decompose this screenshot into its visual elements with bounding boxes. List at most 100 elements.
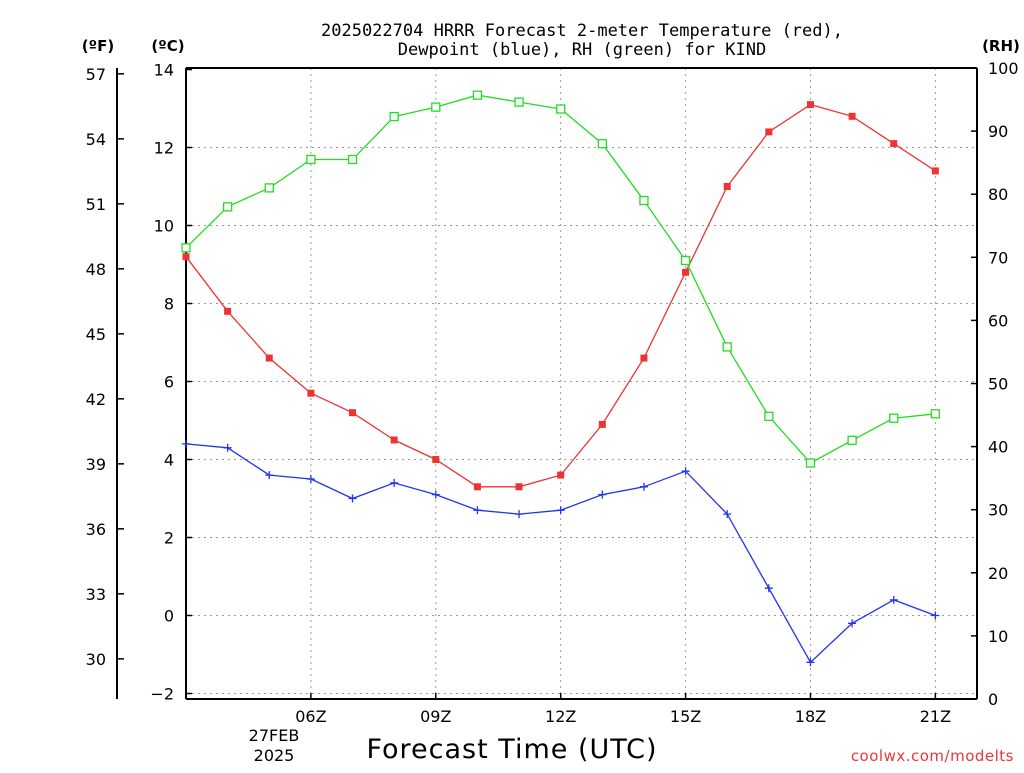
fahrenheit-tick-label: 42	[86, 390, 106, 409]
temperature-point	[557, 471, 565, 479]
rh-point	[764, 411, 774, 421]
x-date-label-year: 2025	[254, 746, 295, 765]
credit-text: coolwx.com/modelts	[851, 747, 1014, 765]
celsius-tick-label: 2	[164, 529, 174, 548]
dewpoint-point	[931, 611, 940, 620]
x-tick-label: 12Z	[545, 707, 576, 726]
chart-title-line2: Dewpoint (blue), RH (green) for KIND	[398, 40, 766, 60]
rh-point	[847, 435, 857, 445]
temperature-point	[598, 420, 606, 428]
rh-point	[472, 90, 483, 100]
rh-point	[264, 183, 274, 193]
celsius-tick-label: −2	[150, 685, 174, 704]
rh-tick-label: 100	[988, 59, 1019, 78]
celsius-tick-label: 12	[154, 139, 174, 158]
fahrenheit-tick-label: 36	[86, 520, 106, 539]
temperature-point	[765, 128, 773, 136]
plot-layer: 30 33 36 39 42 45 48 51 54 57 −2 0 2 4 6 8 10 12 14 0 10 20 30…	[86, 59, 1019, 726]
rh-point	[805, 458, 816, 468]
temperature-point	[432, 456, 440, 463]
rh-tick-label: 40	[988, 438, 1008, 457]
temperature-point	[307, 389, 315, 397]
rh-point	[556, 104, 566, 114]
temperature-point	[224, 307, 232, 315]
rh-point	[639, 195, 649, 206]
rh-point	[514, 97, 524, 107]
rh-tick-label: 30	[988, 501, 1008, 520]
temperature-point	[473, 483, 481, 491]
rh-point	[680, 255, 691, 266]
rh-point	[597, 139, 607, 149]
rh-tick-label: 70	[988, 248, 1008, 267]
celsius-tick-label: 8	[164, 295, 174, 314]
fahrenheit-tick-label: 48	[86, 260, 106, 279]
rh-tick-label: 20	[988, 564, 1008, 583]
fahrenheit-tick-label: 45	[86, 325, 106, 344]
temperature-point	[515, 483, 523, 491]
fahrenheit-tick-label: 39	[86, 455, 106, 474]
dewpoint-point	[639, 482, 648, 491]
fahrenheit-tick-label: 51	[86, 195, 106, 214]
temperature-point	[931, 167, 939, 175]
dewpoint-point	[182, 439, 190, 448]
celsius-tick-label: 14	[154, 61, 174, 80]
dewpoint-point	[681, 467, 690, 476]
dewpoint-point	[848, 619, 857, 628]
temperature-point	[640, 354, 648, 362]
x-tick-label: 18Z	[795, 707, 826, 726]
dewpoint-point	[348, 494, 357, 503]
rh-tick-label: 60	[988, 311, 1008, 330]
rh-tick-label: 90	[988, 122, 1008, 141]
rh-point	[181, 243, 191, 253]
fahrenheit-tick-label: 54	[86, 130, 106, 149]
dewpoint-point	[889, 595, 898, 604]
rh-point	[889, 413, 899, 423]
x-tick-label: 06Z	[295, 707, 326, 726]
left-axis-unit-fahrenheit: (ºF)	[82, 37, 114, 55]
dewpoint-point	[223, 443, 232, 452]
celsius-tick-label: 0	[164, 607, 174, 626]
chart-title-line1: 2025022704 HRRR Forecast 2-meter Tempera…	[321, 21, 843, 41]
x-tick-label: 09Z	[420, 707, 451, 726]
dewpoint-point	[306, 475, 315, 483]
x-tick-label: 21Z	[920, 707, 951, 726]
temperature-point	[349, 409, 357, 417]
rh-tick-label: 80	[988, 185, 1008, 204]
rh-tick-label: 10	[988, 627, 1008, 646]
right-axis-unit-rh: (RH)	[982, 37, 1020, 55]
temperature-point	[806, 101, 814, 109]
temperature-point	[390, 436, 398, 444]
rh-point	[306, 154, 316, 165]
temperature-point	[723, 183, 731, 190]
rh-tick-label: 50	[988, 375, 1008, 394]
dewpoint-point	[390, 478, 399, 487]
dewpoint-point	[598, 490, 607, 499]
dewpoint-point	[723, 510, 732, 519]
dewpoint-point	[764, 584, 773, 593]
dewpoint-point	[556, 506, 565, 515]
rh-point	[347, 154, 358, 165]
rh-tick-label: 0	[988, 690, 998, 709]
celsius-tick-label: 4	[164, 451, 174, 470]
x-tick-label: 15Z	[670, 707, 701, 726]
fahrenheit-tick-label: 57	[86, 65, 106, 84]
temperature-point	[682, 268, 690, 276]
rh-point	[722, 342, 732, 352]
x-date-label-day: 27FEB	[249, 726, 300, 745]
rh-point	[222, 202, 233, 212]
dewpoint-point	[431, 490, 440, 499]
temperature-point	[265, 354, 273, 362]
dewpoint-point	[473, 506, 482, 515]
dewpoint-point	[265, 471, 274, 480]
dewpoint-point	[806, 658, 815, 667]
temperature-point	[182, 253, 190, 261]
celsius-tick-label: 6	[164, 373, 174, 392]
temperature-point	[848, 112, 856, 120]
rh-point	[431, 102, 441, 112]
rh-point	[930, 409, 941, 419]
left-axis-unit-celsius: (ºC)	[151, 37, 184, 55]
celsius-tick-label: 10	[154, 217, 174, 236]
x-axis-title: Forecast Time (UTC)	[366, 734, 657, 765]
